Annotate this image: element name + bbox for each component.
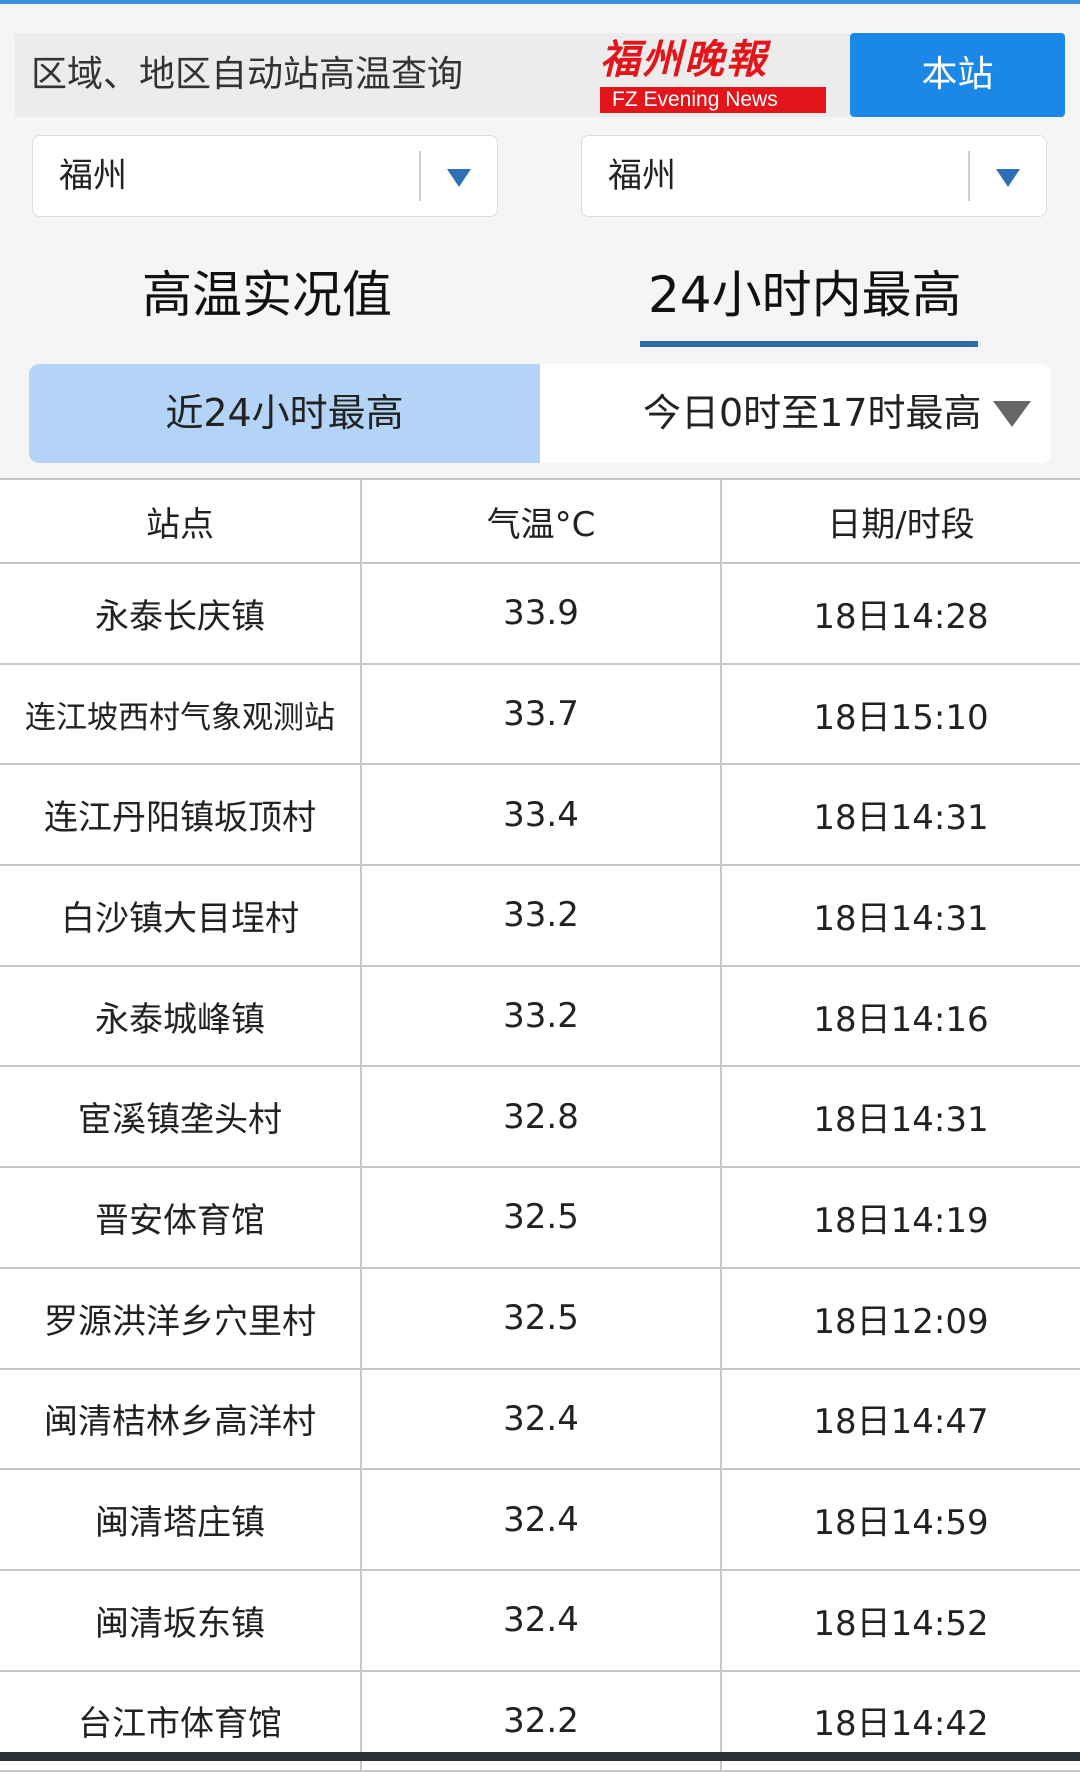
table-row: 永泰长庆镇 33.9 18日14:28 bbox=[0, 562, 1080, 665]
station-cell: 连江丹阳镇坂顶村 bbox=[0, 763, 362, 867]
table-row: 连江坡西村气象观测站 33.7 18日15:10 bbox=[0, 662, 1080, 766]
station-cell: 永泰城峰镇 bbox=[0, 964, 362, 1068]
segment-today-0-17[interactable]: 今日0时至17时最高 bbox=[540, 364, 1051, 463]
temp-cell: 33.2 bbox=[361, 864, 722, 967]
col-time: 日期/时段 bbox=[721, 478, 1080, 564]
time-cell: 18日14:19 bbox=[721, 1166, 1080, 1269]
table-row: 连江丹阳镇坂顶村 33.4 18日14:31 bbox=[0, 763, 1080, 867]
time-cell: 18日14:31 bbox=[721, 1065, 1080, 1169]
select-divider bbox=[419, 151, 421, 201]
period-segment: 近24小时最高 今日0时至17时最高 bbox=[29, 364, 1051, 463]
select-divider bbox=[968, 151, 970, 201]
time-cell: 18日15:10 bbox=[721, 662, 1080, 766]
dropdown-arrow-icon[interactable] bbox=[447, 169, 471, 187]
station-cell: 闽清坂东镇 bbox=[0, 1568, 362, 1672]
dropdown-triangle-icon[interactable] bbox=[993, 401, 1031, 427]
tab-24h-max[interactable]: 24小时内最高 bbox=[648, 266, 962, 324]
station-cell: 晋安体育馆 bbox=[0, 1166, 362, 1269]
table-row: 宦溪镇垄头村 32.8 18日14:31 bbox=[0, 1065, 1080, 1169]
area-select-value: 福州 bbox=[608, 156, 676, 196]
segment-today-label: 今日0时至17时最高 bbox=[643, 391, 982, 435]
area-select[interactable]: 福州 bbox=[581, 135, 1047, 217]
temp-cell: 33.4 bbox=[361, 763, 722, 867]
col-station: 站点 bbox=[0, 478, 362, 564]
station-cell: 罗源洪洋乡穴里村 bbox=[0, 1266, 362, 1370]
table-row: 罗源洪洋乡穴里村 32.5 18日12:09 bbox=[0, 1266, 1080, 1370]
tab-high-temp-live[interactable]: 高温实况值 bbox=[142, 266, 392, 324]
region-select[interactable]: 福州 bbox=[32, 135, 498, 217]
bottom-bar bbox=[0, 1752, 1080, 1761]
station-cell: 白沙镇大目埕村 bbox=[0, 864, 362, 967]
table-row: 闽清桔林乡高洋村 32.4 18日14:47 bbox=[0, 1367, 1080, 1471]
temp-cell: 32.4 bbox=[361, 1367, 722, 1471]
region-select-value: 福州 bbox=[59, 156, 127, 196]
temp-cell: 32.4 bbox=[361, 1468, 722, 1571]
station-cell: 宦溪镇垄头村 bbox=[0, 1065, 362, 1169]
temp-cell: 32.5 bbox=[361, 1166, 722, 1269]
time-cell: 18日14:31 bbox=[721, 763, 1080, 867]
table-row: 闽清塔庄镇 32.4 18日14:59 bbox=[0, 1468, 1080, 1571]
table-row: 晋安体育馆 32.5 18日14:19 bbox=[0, 1166, 1080, 1269]
time-cell: 18日14:31 bbox=[721, 864, 1080, 967]
temp-cell: 32.5 bbox=[361, 1266, 722, 1370]
table-header-row: 站点 气温°C 日期/时段 bbox=[0, 478, 1080, 564]
temp-cell: 33.2 bbox=[361, 964, 722, 1068]
table-row: 闽清坂东镇 32.4 18日14:52 bbox=[0, 1568, 1080, 1672]
time-cell: 18日14:16 bbox=[721, 964, 1080, 1068]
temp-cell: 32.8 bbox=[361, 1065, 722, 1169]
temp-cell: 32.4 bbox=[361, 1568, 722, 1672]
dropdown-arrow-icon[interactable] bbox=[996, 169, 1020, 187]
col-temp: 气温°C bbox=[361, 478, 722, 564]
temp-cell: 33.7 bbox=[361, 662, 722, 766]
table-row: 永泰城峰镇 33.2 18日14:16 bbox=[0, 964, 1080, 1068]
segment-last-24h[interactable]: 近24小时最高 bbox=[29, 364, 540, 463]
temperature-table: 站点 气温°C 日期/时段 永泰长庆镇 33.9 18日14:28 连江坡西村气象观测… bbox=[0, 478, 1080, 1772]
station-cell: 闽清桔林乡高洋村 bbox=[0, 1367, 362, 1471]
query-title: 区域、地区自动站高温查询 bbox=[15, 33, 850, 117]
time-cell: 18日14:59 bbox=[721, 1468, 1080, 1571]
station-cell: 永泰长庆镇 bbox=[0, 562, 362, 665]
time-cell: 18日14:52 bbox=[721, 1568, 1080, 1672]
station-cell: 连江坡西村气象观测站 bbox=[0, 662, 362, 766]
time-cell: 18日14:47 bbox=[721, 1367, 1080, 1471]
top-accent-line bbox=[0, 0, 1080, 4]
time-cell: 18日12:09 bbox=[721, 1266, 1080, 1370]
temp-cell: 33.9 bbox=[361, 562, 722, 665]
active-tab-indicator bbox=[640, 341, 978, 347]
time-cell: 18日14:28 bbox=[721, 562, 1080, 665]
table-row: 白沙镇大目埕村 33.2 18日14:31 bbox=[0, 864, 1080, 967]
station-cell: 闽清塔庄镇 bbox=[0, 1468, 362, 1571]
station-button[interactable]: 本站 bbox=[850, 33, 1065, 117]
